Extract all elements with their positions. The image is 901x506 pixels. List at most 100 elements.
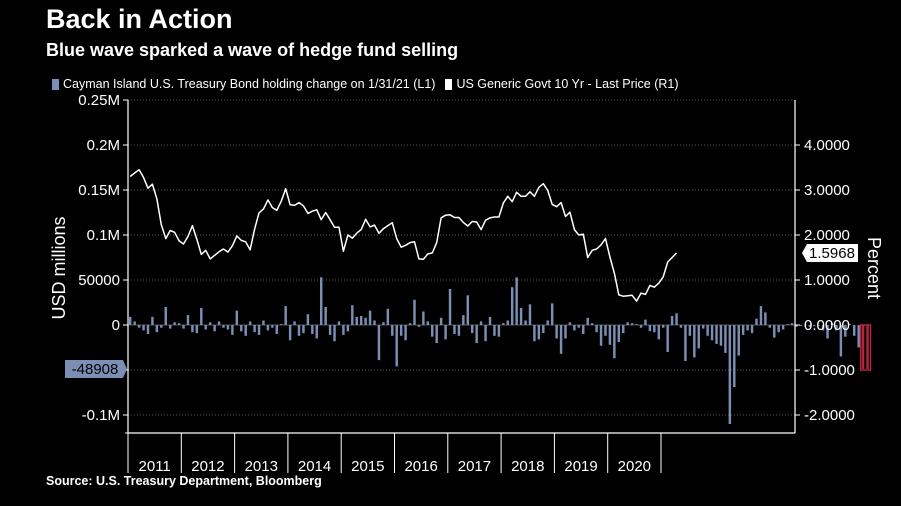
bar (324, 307, 327, 325)
bar (337, 321, 341, 325)
bar (377, 325, 381, 361)
bar (226, 325, 230, 330)
bar (386, 308, 390, 325)
bar (382, 322, 385, 325)
bar (604, 325, 607, 336)
bar (248, 321, 252, 325)
bar (790, 323, 794, 325)
bar (351, 305, 354, 325)
left-axis-title: USD millions (49, 216, 69, 319)
bar (737, 325, 740, 356)
bar (861, 325, 865, 370)
axes: 0.25M 0.2M 0.15M 0.1M 50000 0 -0.1M 4.0000 3.000… (65, 92, 858, 475)
bar (213, 325, 216, 332)
legend: Cayman Island U.S. Treasury Bond holding… (52, 77, 679, 91)
bar (208, 322, 212, 325)
legend-swatch-bars (52, 78, 59, 90)
bar (768, 325, 772, 328)
legend-label-line: US Generic Govt 10 Yr - Last Price (R1) (456, 77, 679, 91)
right-tick-label: -2.0000 (804, 407, 855, 424)
bar (546, 320, 549, 325)
right-tick-label: 4.0000 (804, 137, 850, 154)
chart-title: Back in Action (46, 4, 233, 34)
bar (368, 310, 372, 325)
year-label: 2019 (564, 458, 597, 475)
gridlines (128, 99, 795, 416)
bar (848, 324, 851, 325)
bar (524, 320, 527, 325)
bar (617, 325, 621, 343)
bar (568, 322, 572, 325)
bar (741, 325, 745, 335)
bar (168, 325, 172, 329)
bar (359, 316, 363, 325)
bar (644, 319, 647, 325)
bar (795, 325, 798, 327)
bar (577, 325, 581, 328)
bar (750, 325, 754, 334)
bar (315, 325, 318, 339)
bar (515, 277, 518, 325)
year-label: 2016 (404, 458, 437, 475)
bar (688, 325, 692, 336)
bar (417, 325, 421, 327)
legend-label-bars: Cayman Island U.S. Treasury Bond holding… (63, 77, 436, 91)
bar (586, 317, 589, 325)
year-label: 2012 (191, 458, 224, 475)
bar (253, 325, 256, 333)
right-axis-title: Percent (864, 237, 884, 299)
year-label: 2014 (298, 458, 331, 475)
bar (622, 325, 625, 334)
bar (839, 325, 843, 357)
bar (448, 289, 452, 325)
bar (573, 325, 576, 331)
bar (155, 325, 159, 333)
bar (435, 325, 438, 343)
chart-subtitle: Blue wave sparked a wave of hedge fund s… (46, 40, 459, 60)
left-tick-label: 0 (112, 317, 120, 334)
bar (137, 325, 141, 328)
bar (844, 325, 847, 337)
bar (799, 325, 803, 326)
right-tick-label: 0.0000 (804, 317, 850, 334)
bar (200, 307, 203, 325)
bar (590, 323, 594, 325)
bar (231, 325, 234, 335)
right-tick-label: 3.0000 (804, 182, 850, 199)
left-tick-label: 0.25M (78, 92, 120, 109)
bar (266, 325, 270, 331)
bar (177, 323, 181, 325)
bar (786, 324, 789, 325)
bar (293, 321, 296, 325)
bar (475, 325, 478, 343)
bar (808, 325, 812, 327)
bar (262, 320, 265, 325)
bar (728, 325, 732, 424)
bar (493, 325, 496, 336)
bar (564, 325, 567, 339)
bar (777, 325, 780, 333)
bar (244, 325, 247, 336)
year-label: 2018 (511, 458, 544, 475)
bar (217, 321, 221, 325)
right-tick-label: -1.0000 (804, 362, 855, 379)
bar (311, 325, 314, 334)
bar (488, 316, 492, 325)
bar (502, 323, 505, 325)
bar (222, 325, 225, 328)
bar (275, 325, 279, 334)
bar (510, 287, 514, 325)
bar (550, 303, 554, 325)
bar (653, 325, 656, 333)
bar (186, 315, 190, 325)
year-label: 2017 (458, 458, 491, 475)
year-label: 2013 (245, 458, 278, 475)
bar (701, 325, 705, 329)
bar (431, 325, 434, 337)
bar (413, 299, 416, 325)
year-label: 2011 (139, 458, 171, 475)
bar (835, 325, 838, 331)
bar (306, 314, 310, 325)
right-value-label: 1.5968 (809, 245, 855, 262)
bar (146, 325, 150, 334)
